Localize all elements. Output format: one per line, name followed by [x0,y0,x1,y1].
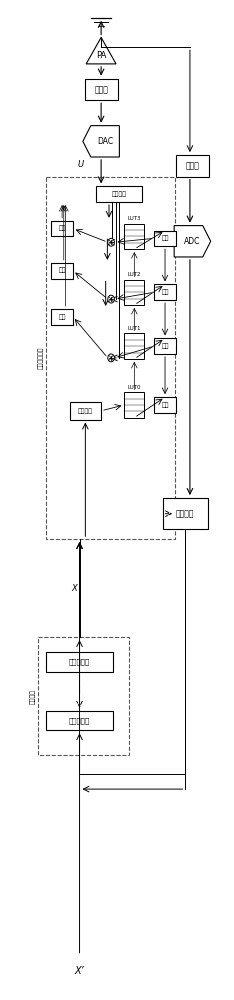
Text: PA: PA [96,51,106,60]
Text: 延时: 延时 [161,402,169,408]
Text: 延时: 延时 [58,314,66,320]
Text: 参数训练: 参数训练 [176,509,195,518]
Text: 延时: 延时 [161,289,169,295]
Text: 上变频: 上变频 [94,85,108,94]
Bar [124,279,144,305]
Bar [51,221,73,236]
Text: LUT3: LUT3 [128,216,141,221]
Text: 半带滤波器: 半带滤波器 [69,658,90,665]
Bar [154,338,176,354]
Text: DAC: DAC [97,137,113,146]
Text: 延时: 延时 [161,343,169,349]
Bar [154,397,176,413]
Bar [154,284,176,300]
Text: X: X [71,584,77,593]
Text: 延时: 延时 [58,226,66,231]
Text: 输出选择: 输出选择 [111,191,126,197]
Polygon shape [174,226,211,257]
Bar [124,333,144,359]
Text: 索引生成: 索引生成 [78,408,93,414]
Text: X’: X’ [75,966,84,976]
Polygon shape [86,37,116,64]
Bar [46,177,175,539]
Circle shape [108,238,114,246]
Bar [124,392,144,418]
Text: 插分模块: 插分模块 [30,688,36,704]
Text: LUT1: LUT1 [128,326,141,331]
Text: 预失真器模块: 预失真器模块 [39,347,44,369]
Circle shape [108,295,114,303]
Bar [69,402,101,420]
Text: 延时: 延时 [161,236,169,241]
Bar [163,498,208,529]
Text: U: U [78,160,84,169]
Bar [176,155,209,177]
Text: 下变频: 下变频 [186,161,199,170]
Text: 半带滤波器: 半带滤波器 [69,717,90,724]
Bar [46,652,113,672]
Bar [124,224,144,249]
Bar [96,186,142,202]
Polygon shape [83,126,119,157]
Bar [84,79,118,100]
Bar [51,263,73,279]
Text: ADC: ADC [184,237,201,246]
Bar [51,309,73,325]
Circle shape [108,354,114,362]
Bar [46,711,113,730]
Bar [38,637,129,755]
Text: 延时: 延时 [58,268,66,273]
Text: LUT2: LUT2 [128,272,141,277]
Text: LUT0: LUT0 [128,385,141,390]
Bar [154,231,176,246]
